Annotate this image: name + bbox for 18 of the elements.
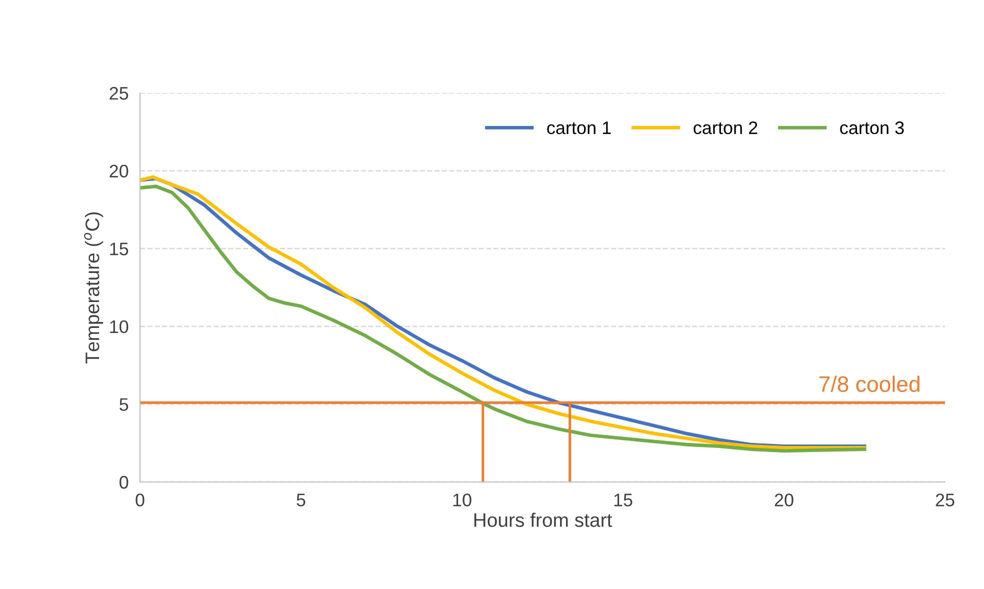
x-tick-label: 15 [614, 494, 632, 506]
x-tick-label: 5 [296, 494, 306, 506]
legend-label: carton 3 [840, 121, 904, 134]
x-tick-label: 0 [136, 494, 144, 506]
ref-line-label: 7/8 cooled [819, 376, 920, 392]
y-tick-label: 0 [120, 476, 128, 489]
y-tick-label: 10 [110, 320, 128, 334]
y-tick-label: 25 [110, 86, 128, 100]
y-tick-label: 20 [110, 164, 128, 178]
y-tick-label: 15 [110, 242, 128, 256]
y-axis-title: Temperature ($^{o}$C) [84, 212, 104, 364]
legend-label: carton 1 [547, 122, 611, 134]
x-tick-label: 20 [774, 494, 794, 506]
legend-label: carton 2 [694, 121, 758, 134]
x-tick-label: 25 [936, 494, 954, 506]
x-tick-label: 10 [453, 494, 472, 506]
y-tick-label: 5 [120, 398, 128, 411]
x-axis-title: Hours from start [474, 512, 612, 528]
